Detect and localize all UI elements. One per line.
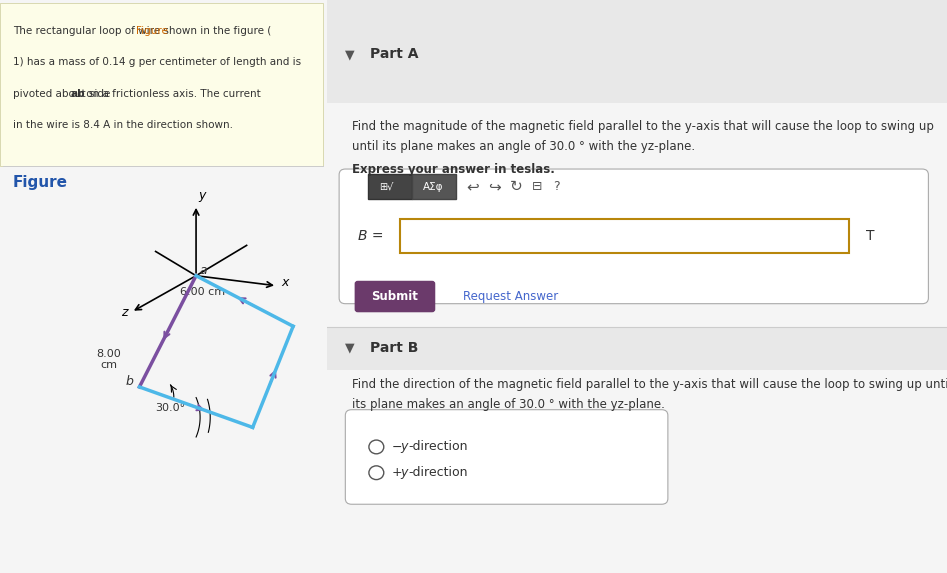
Text: Submit: Submit	[371, 290, 419, 303]
Text: in the wire is 8.4 A in the direction shown.: in the wire is 8.4 A in the direction sh…	[13, 120, 233, 130]
Text: Find the magnitude of the magnetic field parallel to the y-axis that will cause : Find the magnitude of the magnetic field…	[351, 120, 934, 134]
Text: Figure: Figure	[13, 175, 68, 190]
Text: Part B: Part B	[370, 342, 419, 355]
Text: 1) has a mass of 0.14 g per centimeter of length and is: 1) has a mass of 0.14 g per centimeter o…	[13, 57, 301, 67]
Text: ↻: ↻	[509, 179, 523, 194]
Text: B =: B =	[358, 229, 384, 243]
Text: y: y	[198, 189, 205, 202]
Text: ⊟: ⊟	[531, 180, 542, 193]
Text: AΣφ: AΣφ	[423, 182, 443, 192]
Text: 8.00
cm: 8.00 cm	[97, 348, 121, 370]
Text: x: x	[281, 276, 289, 289]
FancyBboxPatch shape	[400, 219, 849, 253]
FancyBboxPatch shape	[346, 410, 668, 504]
Text: z: z	[121, 306, 128, 319]
FancyBboxPatch shape	[0, 3, 324, 166]
Text: its plane makes an angle of 30.0 ° with the yz-plane.: its plane makes an angle of 30.0 ° with …	[351, 398, 665, 411]
Text: -direction: -direction	[408, 441, 468, 453]
Text: -direction: -direction	[408, 466, 468, 479]
Text: y: y	[400, 466, 407, 479]
Text: ↪: ↪	[488, 179, 501, 194]
Text: −: −	[392, 441, 402, 453]
Text: ↩: ↩	[466, 179, 479, 194]
Text: ▼: ▼	[346, 342, 355, 355]
Text: b: b	[125, 375, 134, 388]
Text: T: T	[867, 229, 875, 243]
Text: Request Answer: Request Answer	[463, 290, 559, 303]
Text: Part A: Part A	[370, 48, 419, 61]
Text: Figure: Figure	[135, 26, 168, 36]
Text: The rectangular loop of wire shown in the figure (: The rectangular loop of wire shown in th…	[13, 26, 272, 36]
FancyBboxPatch shape	[327, 328, 947, 370]
Text: a: a	[199, 264, 206, 277]
Text: 30.0°: 30.0°	[155, 403, 186, 413]
Text: y: y	[400, 441, 407, 453]
FancyBboxPatch shape	[368, 174, 412, 199]
Text: pivoted about side: pivoted about side	[13, 89, 114, 99]
FancyBboxPatch shape	[412, 174, 456, 199]
Text: 6.00 cm: 6.00 cm	[180, 287, 225, 297]
FancyBboxPatch shape	[339, 169, 928, 304]
Text: on a frictionless axis. The current: on a frictionless axis. The current	[83, 89, 261, 99]
Text: ⊞√: ⊞√	[380, 182, 394, 192]
Text: Express your answer in teslas.: Express your answer in teslas.	[351, 163, 554, 176]
Text: ab: ab	[70, 89, 85, 99]
Text: ?: ?	[553, 180, 560, 193]
FancyBboxPatch shape	[354, 281, 436, 312]
Text: Find the direction of the magnetic field parallel to the y-axis that will cause : Find the direction of the magnetic field…	[351, 378, 947, 391]
FancyBboxPatch shape	[327, 0, 947, 103]
Text: +: +	[392, 466, 402, 479]
Text: until its plane makes an angle of 30.0 ° with the yz-plane.: until its plane makes an angle of 30.0 °…	[351, 140, 695, 154]
Text: ▼: ▼	[346, 48, 355, 61]
